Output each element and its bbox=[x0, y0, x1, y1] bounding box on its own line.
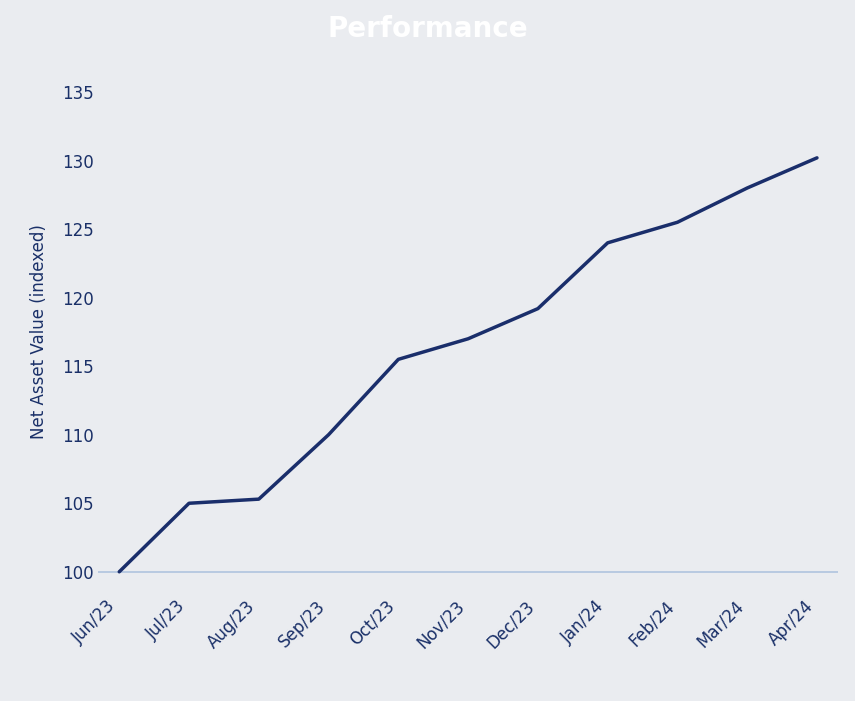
Y-axis label: Net Asset Value (indexed): Net Asset Value (indexed) bbox=[30, 224, 48, 440]
Text: Performance: Performance bbox=[327, 15, 528, 43]
